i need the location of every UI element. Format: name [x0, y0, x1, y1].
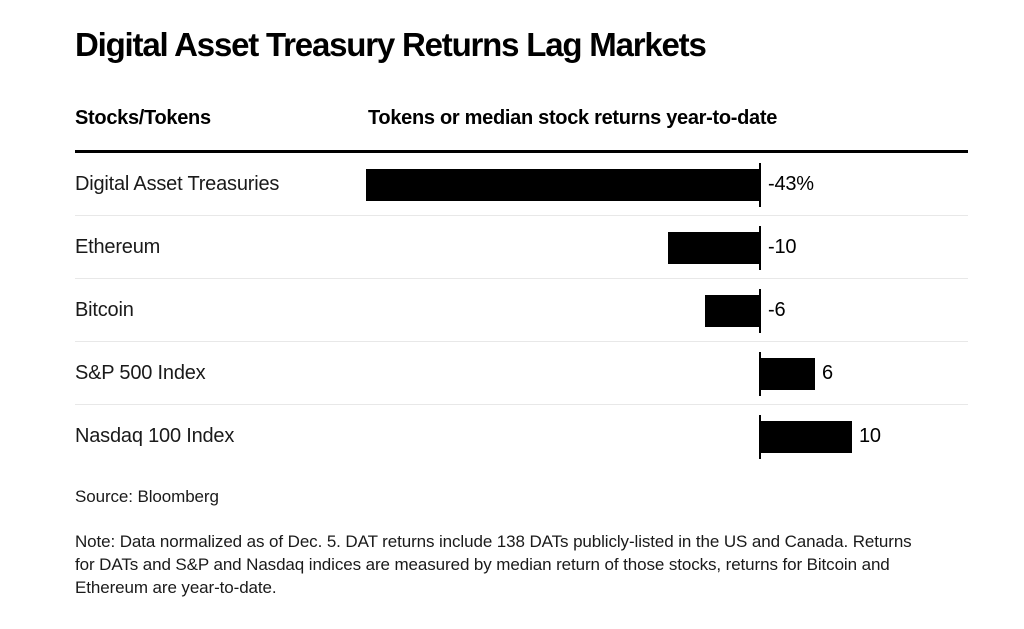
- row-label: Ethereum: [75, 236, 161, 258]
- chart-title: Digital Asset Treasury Returns Lag Marke…: [75, 26, 707, 63]
- row-label: Digital Asset Treasuries: [75, 173, 280, 195]
- bar: [366, 169, 760, 201]
- baseline-tick: [759, 163, 761, 207]
- note-text: Note: Data normalized as of Dec. 5. DAT …: [75, 532, 912, 597]
- baseline-tick: [759, 415, 761, 459]
- row-label: Nasdaq 100 Index: [75, 425, 235, 447]
- value-label: -6: [768, 299, 786, 321]
- chart-row: S&P 500 Index 6: [75, 342, 968, 405]
- bar: [668, 232, 760, 264]
- bar-chart-rows: Digital Asset Treasuries -43% Ethereum -10 B…: [75, 153, 968, 468]
- chart-row: Ethereum -10: [75, 216, 968, 279]
- row-label: Bitcoin: [75, 299, 134, 321]
- bar: [705, 295, 760, 327]
- header-rule: [75, 150, 968, 153]
- bar: [760, 421, 852, 453]
- source-text: Source: Bloomberg: [75, 487, 219, 506]
- chart-row: Nasdaq 100 Index 10: [75, 405, 968, 468]
- col-header-stocks-tokens: Stocks/Tokens: [75, 107, 211, 129]
- baseline-tick: [759, 352, 761, 396]
- value-label: 6: [822, 362, 833, 384]
- value-label: -10: [768, 236, 797, 258]
- value-label: -43%: [768, 173, 814, 195]
- col-header-returns: Tokens or median stock returns year-to-d…: [368, 107, 778, 129]
- row-label: S&P 500 Index: [75, 362, 206, 384]
- chart-row: Digital Asset Treasuries -43%: [75, 153, 968, 216]
- bar: [760, 358, 815, 390]
- chart-row: Bitcoin -6: [75, 279, 968, 342]
- baseline-tick: [759, 289, 761, 333]
- baseline-tick: [759, 226, 761, 270]
- value-label: 10: [859, 425, 881, 447]
